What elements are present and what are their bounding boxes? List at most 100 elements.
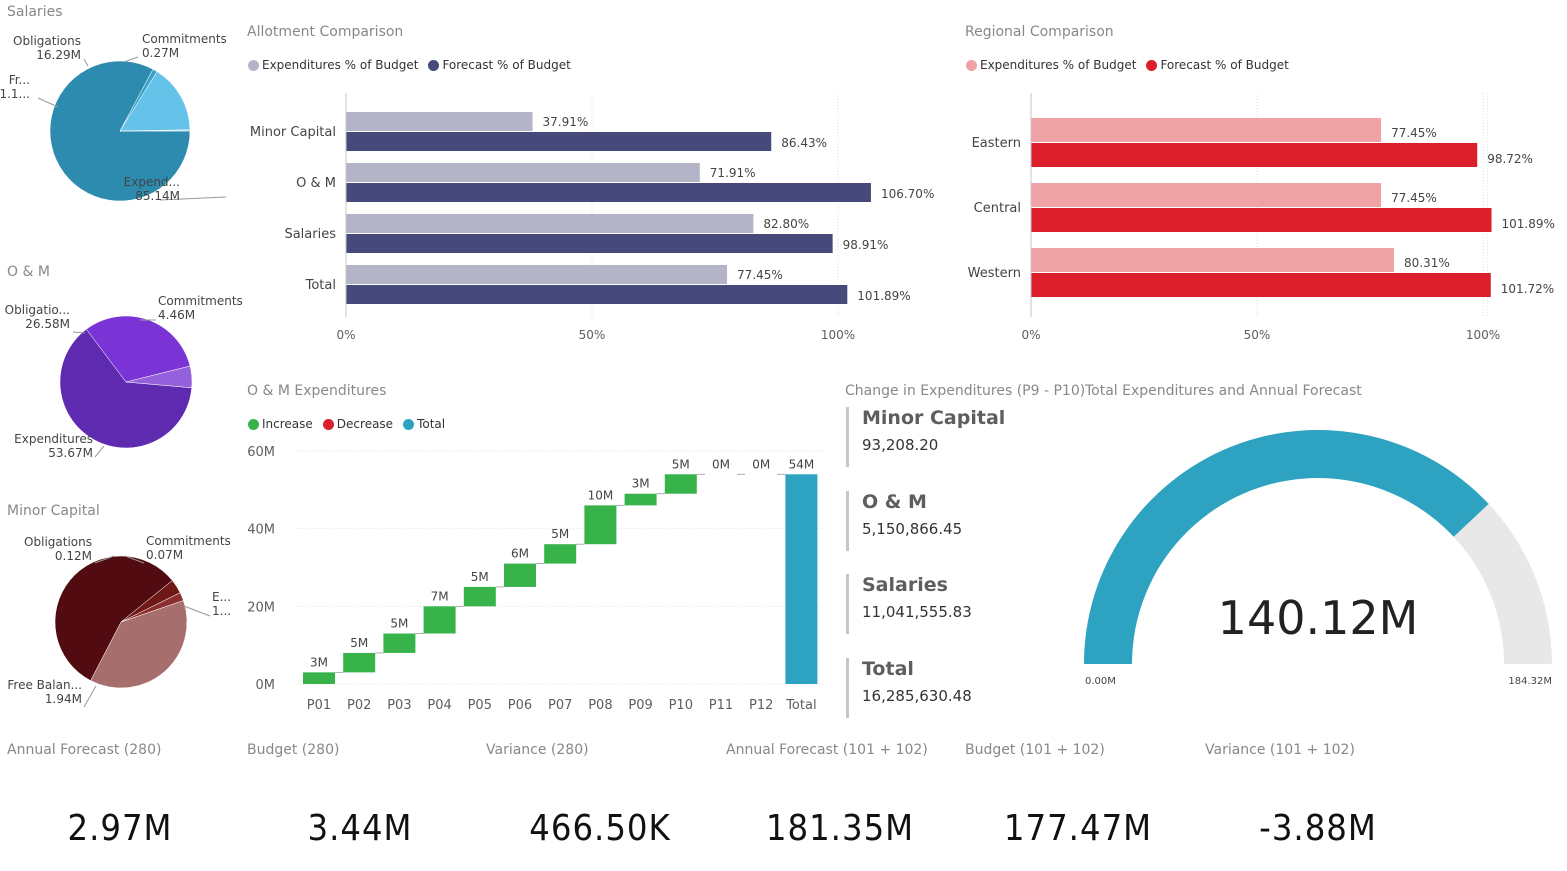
pie-slice-value: 0.07M (146, 548, 183, 562)
legend-item-decrease[interactable]: Decrease (322, 417, 393, 431)
y-category-label: Salaries (284, 227, 336, 242)
pie-slice[interactable] (125, 365, 193, 389)
x-category-label: P11 (709, 698, 733, 713)
pie-slice-label: Expenditures (14, 432, 93, 446)
pie-slice[interactable] (59, 328, 193, 449)
bar-expenditures[interactable] (1031, 183, 1382, 207)
pie-slice-value: 4.46M (158, 308, 195, 322)
pie-slice-value: 1... (212, 604, 231, 618)
bar-expenditures[interactable] (346, 265, 728, 284)
bar-forecast[interactable] (1031, 143, 1478, 167)
x-category-label: P04 (427, 698, 451, 713)
bar-expenditures[interactable] (1031, 118, 1382, 142)
card-label: O & M (862, 491, 927, 513)
waterfall-bar-increase[interactable] (383, 633, 416, 653)
y-tick-label: 60M (247, 445, 275, 460)
bar-expenditures-label: 37.91% (543, 115, 589, 129)
waterfall-data-label: 10M (588, 488, 614, 502)
pie-slice[interactable] (120, 592, 184, 623)
legend-item-increase[interactable]: Increase (248, 417, 313, 431)
bar-forecast[interactable] (1031, 273, 1491, 297)
gauge-min-label: 0.00M (1085, 676, 1116, 687)
card-value: 5,150,866.45 (862, 520, 963, 538)
x-category-label: P10 (669, 698, 693, 713)
waterfall-bar-increase[interactable] (544, 544, 577, 564)
pie-om-title: O & M (7, 264, 50, 280)
card-label: Total (862, 658, 914, 680)
card-value: 93,208.20 (862, 436, 939, 454)
kpi-value-budget-280: 3.44M (307, 808, 413, 849)
kpi-value-variance-280: 466.50K (529, 808, 671, 849)
waterfall-bar-increase[interactable] (664, 474, 697, 494)
bar-expenditures[interactable] (346, 163, 700, 182)
waterfall-data-label: 54M (789, 457, 815, 471)
waterfall-bar-increase[interactable] (584, 505, 617, 545)
bar-forecast[interactable] (1031, 208, 1492, 232)
legend-item-forecast[interactable]: Forecast % of Budget (428, 58, 571, 72)
pie-slice-value: 26.58M (25, 317, 70, 331)
waterfall-bar-increase[interactable] (624, 493, 657, 506)
legend-item-expenditures[interactable]: Expenditures % of Budget (248, 58, 418, 72)
y-category-label: Total (305, 278, 336, 293)
legend-label: Expenditures % of Budget (262, 58, 419, 72)
bar-forecast[interactable] (346, 285, 848, 304)
regional-chart: 0% 50% 100% Eastern 77.45% 98.72% Central 77.45… (968, 93, 1555, 342)
pie-slice-label: Fr... (9, 73, 30, 87)
bar-expenditures[interactable] (346, 214, 754, 233)
bar-forecast[interactable] (346, 183, 871, 202)
waterfall-bar-increase[interactable] (343, 652, 376, 673)
gauge-max-label: 184.32M (1508, 676, 1552, 687)
pie-slice-value: 0.12M (55, 549, 92, 563)
waterfall-chart: 0M 20M 40M 60M 3M P01 5M P02 5M P03 7M P04 5M P05 6M P0… (247, 445, 825, 713)
waterfall-data-label: 6M (511, 547, 529, 561)
legend-item-forecast[interactable]: Forecast % of Budget (1146, 58, 1289, 72)
card-total: Total 16,285,630.48 (846, 658, 972, 718)
waterfall-bar-increase[interactable] (504, 563, 536, 587)
pie-slice[interactable] (90, 600, 188, 689)
bar-forecast-label: 101.89% (1502, 217, 1555, 231)
kpi-label-annual-forecast-101-102: Annual Forecast (101 + 102) (726, 742, 928, 758)
legend-label: Forecast % of Budget (442, 58, 571, 72)
legend-item-expenditures[interactable]: Expenditures % of Budget (966, 58, 1136, 72)
card-value: 11,041,555.83 (862, 603, 972, 621)
waterfall-title: O & M Expenditures (247, 383, 387, 399)
pie-slice[interactable] (119, 129, 191, 132)
pie-slice-value: 0.27M (142, 46, 179, 60)
waterfall-bar-increase[interactable] (463, 586, 496, 607)
pie-slice-label: Commitments (146, 534, 231, 548)
bar-expenditures[interactable] (346, 112, 533, 131)
pie-slice-value: 53.67M (48, 446, 93, 460)
pie-slice[interactable] (54, 555, 173, 681)
legend-label: Expenditures % of Budget (980, 58, 1137, 72)
bar-forecast-label: 98.72% (1487, 152, 1533, 166)
x-category-label: P03 (387, 698, 411, 713)
waterfall-bar-increase[interactable] (303, 672, 335, 684)
gauge-title: Total Expenditures and Annual Forecast (1085, 383, 1362, 399)
waterfall-data-label: 5M (471, 570, 489, 584)
pie-slice[interactable] (119, 71, 191, 132)
pie-slice-label: E... (212, 590, 231, 604)
allotment-legend: Expenditures % of Budget Forecast % of B… (248, 58, 577, 72)
bar-forecast[interactable] (346, 132, 772, 151)
bar-expenditures[interactable] (1031, 248, 1395, 272)
card-om: O & M 5,150,866.45 (846, 491, 962, 551)
bar-forecast-label: 106.70% (881, 187, 934, 201)
allotment-title: Allotment Comparison (247, 24, 404, 40)
gauge-fill[interactable] (1084, 429, 1489, 664)
bar-forecast[interactable] (346, 234, 833, 253)
x-category-label: P02 (347, 698, 371, 713)
waterfall-bar-increase[interactable] (423, 606, 456, 634)
card-label: Minor Capital (862, 407, 1006, 429)
legend-item-total[interactable]: Total (403, 417, 445, 431)
x-category-label: P08 (588, 698, 612, 713)
pie-slice-value: 85.14M (135, 189, 180, 203)
card-salaries: Salaries 11,041,555.83 (846, 574, 972, 634)
pie-slice-label: Obligations (13, 34, 81, 48)
x-category-label: P07 (548, 698, 572, 713)
waterfall-legend: Increase Decrease Total (248, 417, 451, 431)
legend-label: Forecast % of Budget (1160, 58, 1289, 72)
card-minor-capital: Minor Capital 93,208.20 (846, 407, 1005, 467)
x-category-label: P01 (307, 698, 331, 713)
waterfall-bar-total[interactable] (785, 474, 818, 684)
